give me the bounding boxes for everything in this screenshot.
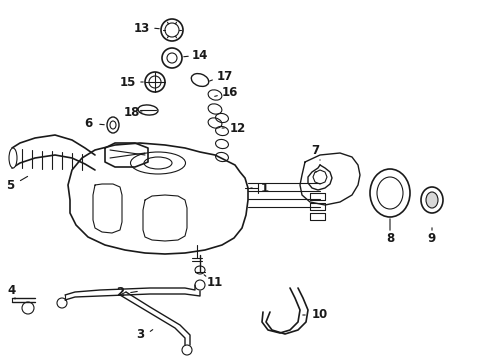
Text: 18: 18	[123, 105, 140, 118]
Text: 10: 10	[311, 309, 327, 321]
Polygon shape	[68, 143, 247, 254]
Text: 7: 7	[310, 144, 318, 157]
Text: 4: 4	[8, 284, 16, 297]
Text: 8: 8	[385, 231, 393, 244]
Text: 3: 3	[136, 328, 144, 342]
Text: 11: 11	[206, 275, 223, 288]
Text: 1: 1	[261, 181, 268, 194]
Text: 13: 13	[134, 22, 150, 35]
Text: 16: 16	[222, 86, 238, 99]
Text: 9: 9	[427, 231, 435, 244]
Text: 6: 6	[84, 117, 92, 130]
Text: 14: 14	[191, 49, 208, 62]
Ellipse shape	[9, 148, 17, 168]
Text: 15: 15	[120, 76, 136, 89]
Ellipse shape	[425, 192, 437, 208]
Text: 5: 5	[6, 179, 14, 192]
Text: 12: 12	[229, 122, 245, 135]
Text: 2: 2	[116, 287, 124, 300]
Text: 17: 17	[217, 69, 233, 82]
